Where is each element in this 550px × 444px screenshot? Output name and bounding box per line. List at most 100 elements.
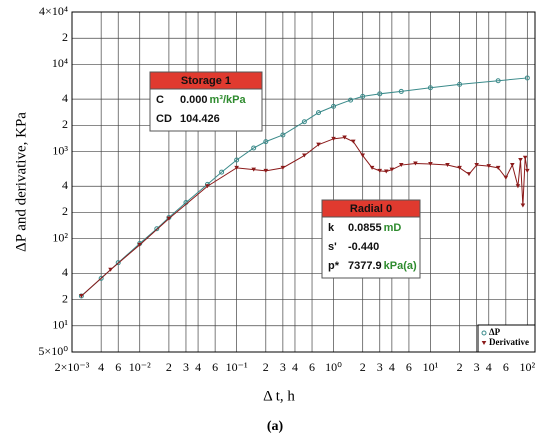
value: 7377.9 [348, 260, 382, 272]
annotation-box: Radial 0 k 0.0855 mD s' -0.440 p* 7377.9 kPa(a) [321, 199, 421, 279]
point [445, 163, 450, 168]
y-tick-label: 10⁴ [52, 56, 68, 70]
param-value: 0.000 m³/kPa [180, 94, 246, 106]
point [428, 161, 433, 166]
y-tick-label: 4 [62, 265, 68, 279]
point [522, 155, 528, 160]
point [98, 275, 104, 281]
point [389, 167, 395, 172]
param-name: k [328, 222, 335, 234]
point [427, 85, 433, 91]
point [251, 145, 257, 151]
point [234, 157, 240, 163]
point [525, 168, 530, 173]
legend [477, 324, 536, 353]
x-tick-label: 3 [183, 360, 189, 374]
value: -0.440 [348, 241, 379, 253]
series-line [81, 77, 528, 297]
point [219, 169, 225, 175]
y-tick-label: 10¹ [52, 318, 68, 332]
y-tick-label: 2 [62, 117, 68, 131]
box-title: Radial 0 [350, 203, 392, 215]
value: 0.000 [180, 94, 208, 106]
point [377, 91, 383, 97]
caption: (a) [267, 419, 284, 434]
point [263, 139, 269, 145]
y-tick-label: 5×10⁰ [38, 344, 68, 358]
legend-marker [481, 341, 487, 345]
series-line [81, 136, 528, 297]
point [251, 167, 256, 172]
point [205, 184, 210, 189]
x-tick-label: 4 [292, 360, 298, 374]
value: 104.426 [180, 113, 220, 125]
x-tick-label: 4 [195, 360, 201, 374]
y-tick-label: 4 [62, 91, 68, 105]
point [518, 157, 523, 162]
point [79, 293, 84, 298]
point [495, 165, 501, 170]
point [398, 88, 404, 94]
x-tick-label: 2×10⁻³ [55, 360, 90, 374]
y-tick-label: 2 [62, 291, 68, 305]
x-axis-label: Δ t, h [263, 388, 295, 404]
legend-marker [481, 330, 487, 336]
point [520, 203, 526, 208]
point [348, 97, 354, 103]
point [360, 153, 365, 158]
x-tick-label: 10⁻² [129, 360, 151, 374]
x-tick-label: 3 [377, 360, 383, 374]
point [316, 110, 322, 116]
x-tick-label: 3 [474, 360, 480, 374]
point [331, 103, 337, 109]
x-tick-label: 10⁰ [325, 360, 342, 374]
annotation-box: Storage 1 C 0.000 m³/kPa CD 104.426 [149, 71, 263, 132]
x-tick-label: 6 [406, 360, 412, 374]
x-tick-label: 10⁻¹ [226, 360, 248, 374]
unit: mD [384, 222, 402, 234]
point [137, 242, 143, 247]
x-tick-label: 2 [457, 360, 463, 374]
point [351, 139, 356, 144]
point [457, 81, 463, 87]
unit: m³/kPa [210, 94, 247, 106]
y-tick-label: 2 [62, 204, 68, 218]
point [301, 119, 307, 125]
point [474, 163, 479, 168]
x-tick-label: 6 [212, 360, 218, 374]
x-tick-label: 4 [486, 360, 492, 374]
point [154, 226, 160, 232]
point [486, 164, 492, 169]
x-tick-label: 10² [520, 360, 536, 374]
x-tick-label: 3 [280, 360, 286, 374]
point [108, 267, 113, 272]
y-tick-label: 4 [62, 178, 68, 192]
param-value: 104.426 [180, 113, 220, 125]
point [377, 168, 383, 173]
point [524, 75, 530, 81]
point [280, 132, 286, 138]
point [331, 136, 336, 141]
param-name: p* [328, 260, 340, 272]
box-title: Storage 1 [181, 75, 231, 87]
point [360, 93, 366, 99]
box-header [149, 71, 263, 90]
point [398, 163, 404, 168]
point [515, 184, 521, 189]
param-value: 0.0855 mD [348, 222, 401, 234]
point [115, 260, 121, 266]
x-tick-label: 6 [503, 360, 509, 374]
x-tick-label: 2 [263, 360, 269, 374]
point [369, 165, 375, 170]
point [383, 169, 389, 174]
y-tick-label: 10² [52, 230, 68, 244]
point [413, 161, 418, 166]
point [166, 216, 172, 221]
x-tick-label: 6 [309, 360, 315, 374]
point [316, 142, 321, 147]
x-tick-label: 2 [166, 360, 172, 374]
x-tick-label: 6 [115, 360, 121, 374]
point [503, 175, 509, 180]
box-header [321, 199, 421, 218]
